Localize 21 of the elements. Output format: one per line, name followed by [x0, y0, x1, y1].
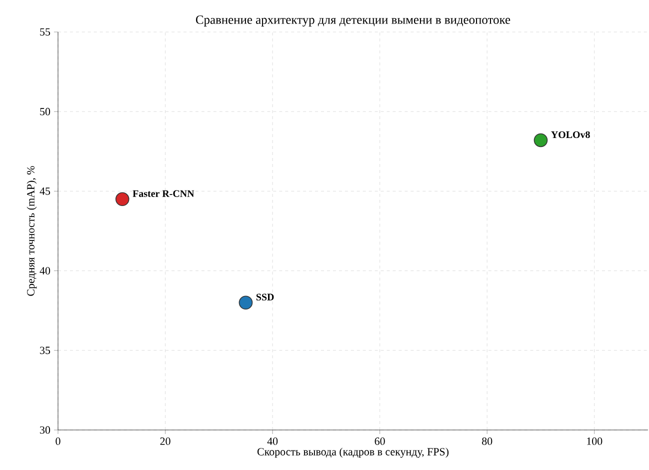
y-tick-label: 35: [40, 346, 50, 354]
y-tick-label: 45: [40, 188, 50, 195]
y-tick-label: 40: [40, 267, 50, 274]
point: [534, 133, 548, 148]
series-label: Faster R-CNN: [132, 190, 194, 197]
y-tick-label: 50: [40, 108, 50, 116]
series-label: YOLOv8: [551, 131, 590, 138]
x-tick-label: 40: [267, 438, 278, 445]
x-axis-title: Скорость вывода (кадров в секунду, FPS): [257, 448, 449, 458]
x-tick-label: 0: [56, 438, 60, 445]
point: [238, 296, 253, 310]
y-axis-title: Средняя точность (mAP), %: [26, 166, 37, 296]
y-tick-label: 55: [40, 28, 50, 36]
series-label: SSD: [256, 294, 274, 300]
y-tick-label: 30: [40, 426, 50, 434]
x-tick-label: 60: [374, 438, 385, 445]
x-tick-label: 100: [587, 438, 602, 445]
chart-title: Сравнение архитектур для детекции вымени в видеопотоке: [196, 16, 510, 26]
x-tick-label: 20: [160, 438, 170, 445]
point: [115, 192, 130, 206]
x-tick-label: 80: [482, 438, 492, 445]
